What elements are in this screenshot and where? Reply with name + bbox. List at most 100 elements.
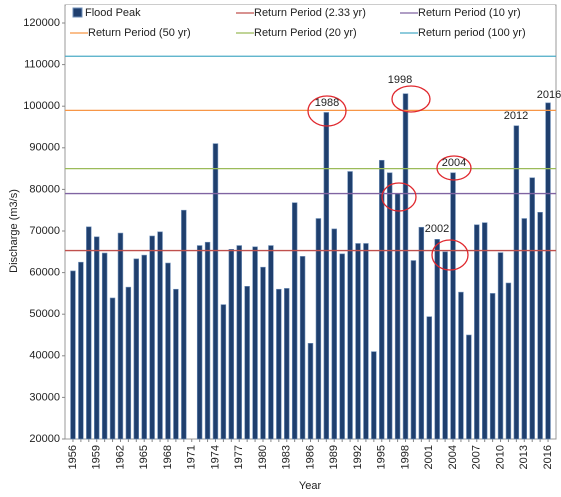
legend-label: Return period (100 yr)	[418, 27, 526, 39]
y-axis-label: Discharge (m3/s)	[8, 189, 20, 273]
bar	[260, 266, 266, 440]
y-tick-label: 40000	[29, 350, 60, 362]
bar	[394, 193, 401, 440]
bar	[125, 286, 132, 440]
y-tick-label: 90000	[29, 142, 60, 154]
bar	[236, 245, 242, 440]
x-tick-label: 1995	[376, 445, 388, 469]
x-tick-label: 1959	[91, 445, 103, 469]
x-tick-label: 2010	[494, 445, 506, 469]
x-tick-label: 2013	[518, 445, 530, 469]
annotation-label: 2002	[425, 223, 449, 235]
bar	[268, 245, 274, 440]
bar	[299, 256, 306, 440]
annotation-label: 1998	[388, 74, 412, 86]
bar	[291, 202, 298, 440]
bar	[466, 334, 472, 440]
bar	[537, 211, 543, 440]
bar	[458, 291, 464, 440]
bar	[173, 288, 179, 440]
bar	[410, 260, 417, 440]
bar	[284, 288, 290, 440]
bar	[450, 172, 456, 440]
x-tick-label: 1968	[162, 445, 174, 469]
bar	[402, 93, 409, 440]
bar	[165, 262, 171, 440]
bar	[149, 235, 155, 440]
x-tick-label: 1986	[304, 445, 316, 469]
bar	[474, 224, 480, 440]
y-tick-label: 120000	[23, 17, 60, 29]
bar	[70, 270, 76, 440]
annotation-label: 2004	[442, 157, 466, 169]
bar	[133, 258, 140, 440]
x-tick-label: 1980	[257, 445, 269, 469]
bar	[545, 102, 551, 440]
bar	[331, 228, 337, 440]
bar	[521, 218, 527, 440]
bar	[212, 143, 219, 440]
y-tick-label: 20000	[29, 433, 60, 445]
y-tick-label: 100000	[23, 100, 60, 112]
x-tick-label: 2004	[447, 445, 459, 469]
annotation-circle	[391, 85, 431, 113]
bar	[101, 252, 108, 440]
bar	[355, 243, 361, 440]
bar	[315, 218, 322, 440]
bar	[363, 243, 369, 440]
bar	[157, 231, 163, 440]
bar	[505, 282, 512, 440]
legend-label: Return Period (20 yr)	[254, 27, 357, 39]
bar	[117, 232, 124, 440]
bar	[386, 172, 393, 440]
bar	[196, 245, 203, 440]
y-tick-label: 60000	[29, 267, 60, 279]
legend-label: Return Period (2.33 yr)	[254, 7, 366, 19]
x-axis-label: Year	[299, 480, 322, 492]
bar	[252, 246, 258, 440]
x-tick-label: 1971	[186, 445, 198, 469]
legend-label: Return Period (50 yr)	[88, 27, 191, 39]
bar	[307, 343, 314, 440]
x-tick-label: 2016	[542, 445, 554, 469]
annotation-label: 2016	[537, 89, 561, 101]
bar	[442, 251, 448, 440]
bar	[204, 241, 211, 440]
bar	[529, 177, 535, 440]
bar	[220, 304, 227, 440]
bar	[434, 239, 440, 440]
bar	[418, 226, 425, 440]
bar	[141, 254, 147, 440]
y-tick-label: 110000	[24, 59, 60, 71]
x-tick-label: 1983	[281, 445, 293, 469]
annotation-label: 1988	[315, 97, 339, 109]
x-tick-label: 1989	[328, 445, 340, 469]
bar	[323, 112, 330, 440]
bar	[181, 209, 187, 440]
annotation-circle	[436, 155, 472, 181]
x-tick-label: 1962	[114, 445, 126, 469]
y-tick-label: 80000	[29, 183, 60, 195]
bar	[94, 236, 100, 440]
bar	[347, 171, 353, 440]
y-tick-label: 50000	[29, 308, 60, 320]
x-tick-label: 1977	[233, 445, 245, 469]
annotation-circle	[381, 182, 417, 212]
x-tick-label: 2007	[471, 445, 483, 469]
bar	[276, 288, 282, 440]
annotation-circle	[307, 95, 347, 127]
legend-swatch	[72, 7, 83, 18]
legend-box	[66, 5, 555, 43]
annotation-circle	[431, 239, 469, 271]
bar	[78, 261, 84, 440]
legend-label: Flood Peak	[85, 7, 141, 19]
bar	[339, 253, 345, 440]
x-tick-label: 1998	[399, 445, 411, 469]
y-tick-label: 70000	[29, 225, 60, 237]
legend-label: Return Period (10 yr)	[418, 7, 521, 19]
bar	[379, 159, 385, 440]
bar	[481, 222, 488, 440]
bar	[228, 249, 235, 440]
y-tick-label: 30000	[29, 391, 60, 403]
x-tick-label: 1965	[138, 445, 150, 469]
